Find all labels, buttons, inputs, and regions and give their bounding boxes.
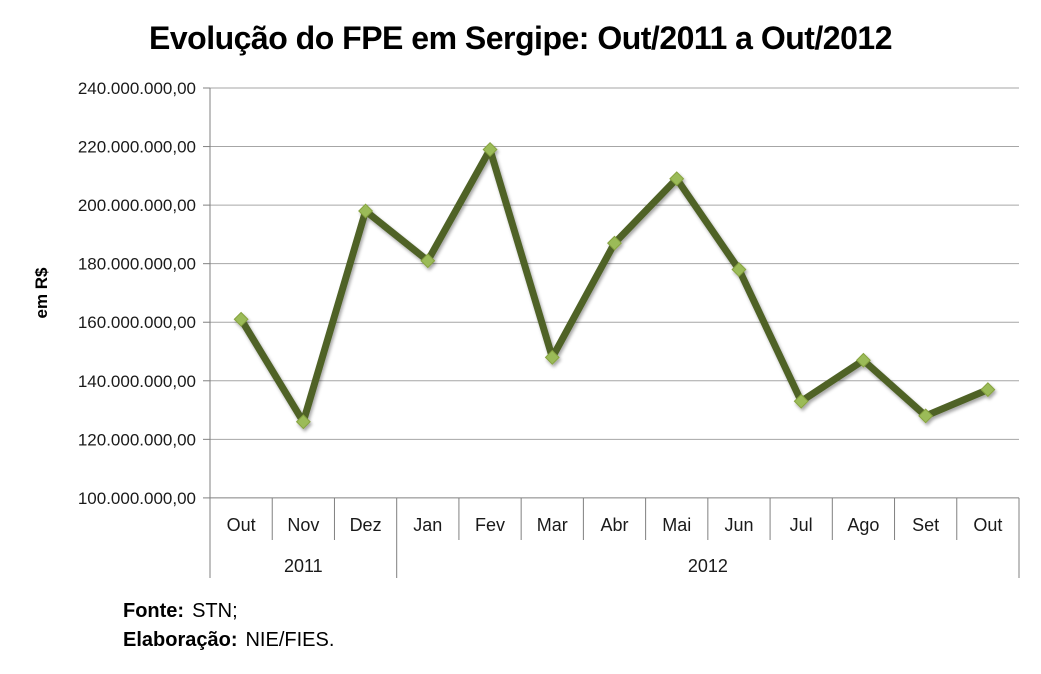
data-point-marker	[918, 408, 934, 424]
y-tick-label: 140.000.000,00	[78, 372, 196, 391]
x-tick-label: Set	[912, 515, 939, 535]
y-tick-label: 240.000.000,00	[78, 79, 196, 98]
y-tick-label: 200.000.000,00	[78, 196, 196, 215]
data-point-marker	[607, 235, 622, 251]
elaboration-label: Elaboração:	[123, 629, 238, 651]
y-tick-label: 180.000.000,00	[78, 255, 196, 274]
data-point-marker	[295, 414, 311, 430]
data-point-marker	[420, 253, 436, 269]
source-line: Fonte: STN;	[123, 597, 334, 626]
x-tick-label: Dez	[350, 515, 382, 535]
chart-footer: Fonte: STN; Elaboração: NIE/FIES.	[123, 597, 334, 655]
data-point-marker	[793, 393, 809, 409]
x-tick-label: Out	[227, 515, 256, 535]
chart-title: Evolução do FPE em Sergipe: Out/2011 a O…	[149, 20, 892, 56]
data-point-marker	[980, 382, 996, 398]
series-group	[233, 141, 996, 430]
data-point-marker	[855, 352, 871, 368]
data-point-marker	[482, 141, 498, 157]
x-tick-label: Mai	[662, 515, 691, 535]
year-group-label: 2011	[284, 556, 323, 576]
source-value: STN;	[192, 600, 238, 622]
x-tick-label: Jul	[790, 515, 813, 535]
year-group-label: 2012	[688, 556, 728, 576]
y-tick-label: 160.000.000,00	[78, 313, 196, 332]
data-point-marker	[358, 203, 374, 219]
x-tick-label: Abr	[600, 515, 628, 535]
x-tick-label: Jun	[724, 515, 753, 535]
elaboration-line: Elaboração: NIE/FIES.	[123, 626, 334, 655]
x-tick-label: Mar	[537, 515, 568, 535]
y-tick-label: 100.000.000,00	[78, 489, 196, 508]
data-point-marker	[669, 171, 685, 187]
x-tick-label: Fev	[475, 515, 505, 535]
x-tick-label: Jan	[413, 515, 442, 535]
data-point-marker	[544, 349, 560, 365]
x-tick-label: Ago	[847, 515, 879, 535]
x-tick-label: Nov	[287, 515, 319, 535]
y-tick-label: 120.000.000,00	[78, 430, 196, 449]
data-point-marker	[233, 311, 249, 327]
x-tick-label: Out	[973, 515, 1002, 535]
data-point-marker	[731, 262, 747, 278]
source-label: Fonte:	[123, 600, 185, 622]
elaboration-value: NIE/FIES.	[245, 629, 335, 651]
y-tick-label: 220.000.000,00	[78, 138, 196, 157]
